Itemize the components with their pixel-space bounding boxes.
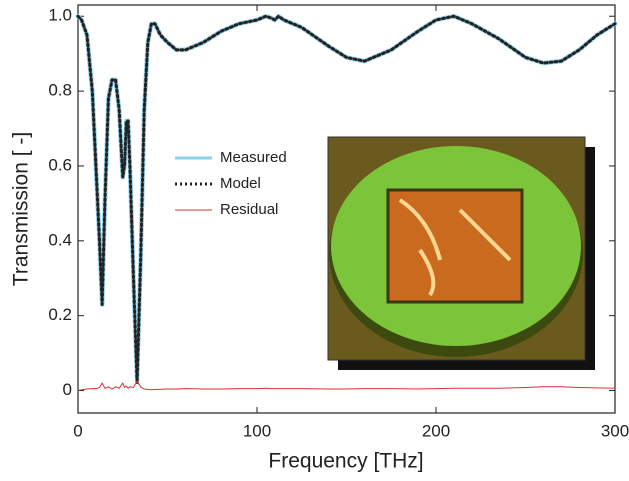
x-tick-label: 100 bbox=[243, 421, 271, 440]
legend-label: Model bbox=[220, 175, 261, 192]
x-axis-title: Frequency [THz] bbox=[268, 450, 423, 473]
x-tick-label: 300 bbox=[601, 421, 629, 440]
membrane bbox=[386, 188, 524, 304]
y-tick-label: 0.4 bbox=[48, 230, 72, 249]
x-tick-label: 0 bbox=[73, 421, 82, 440]
inset-photo bbox=[327, 136, 595, 370]
y-tick-label: 0.6 bbox=[48, 155, 72, 174]
membrane-highlight bbox=[398, 198, 512, 297]
legend-label: Residual bbox=[220, 201, 278, 218]
plot-frame bbox=[77, 4, 616, 414]
y-tick-label: 0.2 bbox=[48, 305, 72, 324]
series-line bbox=[76, 14, 617, 385]
y-axis-title: Transmission [ -] bbox=[10, 132, 33, 286]
series-line bbox=[77, 380, 616, 392]
y-tick-label: 0 bbox=[63, 380, 72, 399]
y-tick-label: 1.0 bbox=[48, 6, 72, 25]
legend-label: Measured bbox=[220, 149, 287, 166]
y-tick-label: 0.8 bbox=[48, 81, 72, 100]
x-tick-label: 200 bbox=[422, 421, 450, 440]
